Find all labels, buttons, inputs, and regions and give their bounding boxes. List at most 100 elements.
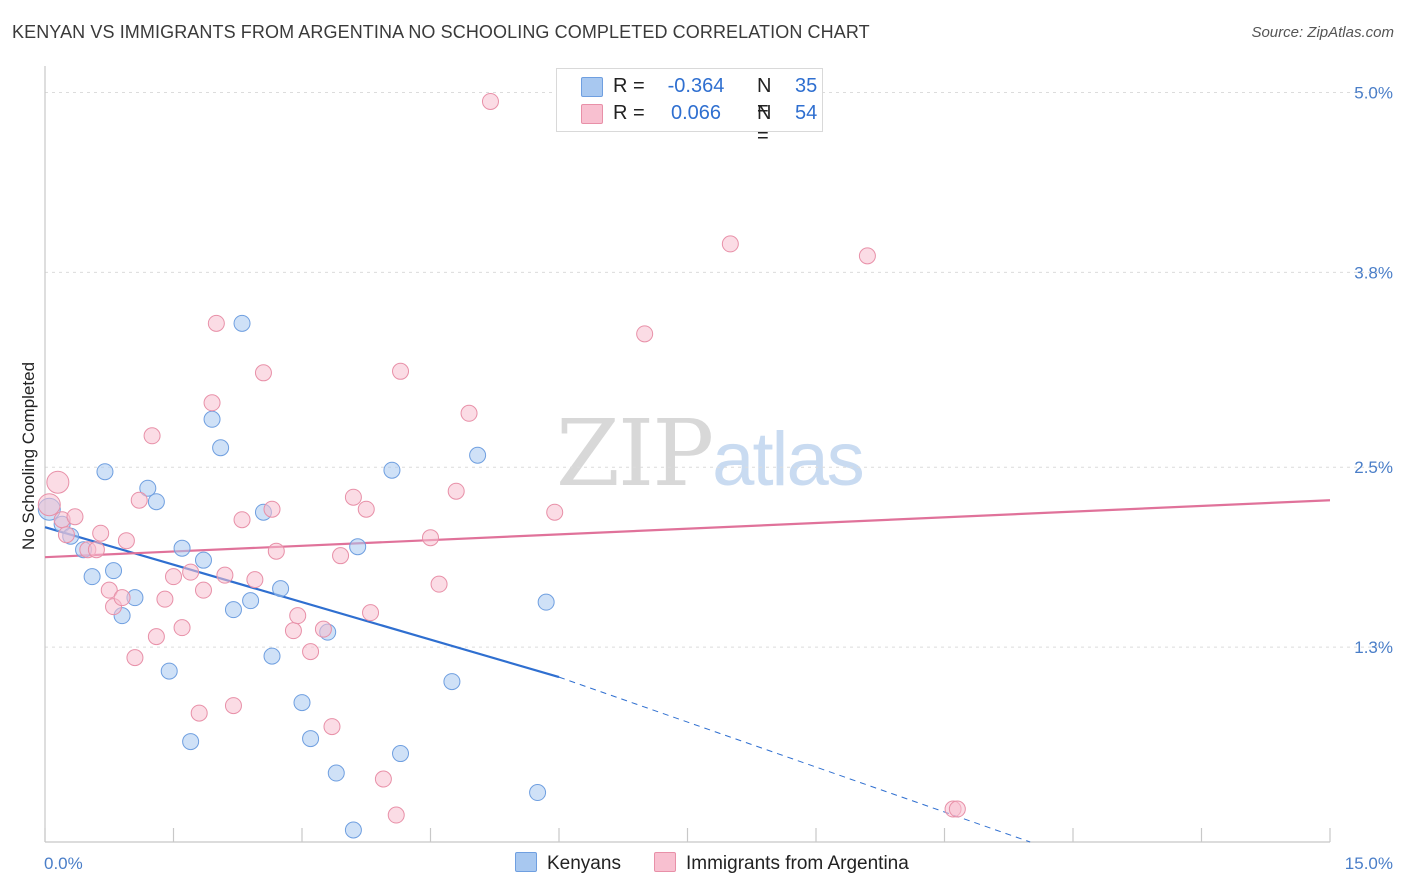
- trend-line: [44, 526, 560, 679]
- kenyans-point: [293, 694, 311, 712]
- kenyans-point: [469, 446, 487, 464]
- legend-swatch-argentina: [654, 852, 676, 872]
- argentina-point: [87, 541, 105, 559]
- tick-labels: 5.0% 3.8% 2.5% 1.3% 0.0% 15.0%: [44, 83, 1393, 873]
- argentina-point: [263, 500, 281, 518]
- legend-item-kenyans[interactable]: Kenyans: [515, 852, 621, 875]
- argentina-point: [182, 563, 200, 581]
- kenyans-point: [194, 551, 212, 569]
- legend-swatch-kenyans: [515, 852, 537, 872]
- argentina-point: [430, 575, 448, 593]
- argentina-point: [194, 581, 212, 599]
- argentina-point: [46, 470, 70, 494]
- correlation-legend: R = -0.364 N = 35 R = 0.066 N = 54: [556, 68, 823, 147]
- legend-label-kenyans: Kenyans: [547, 853, 621, 874]
- kenyans-point: [182, 733, 200, 751]
- kenyans-point: [392, 745, 410, 763]
- argentina-point: [216, 566, 234, 584]
- legend-n-value: 35: [795, 75, 818, 97]
- argentina-point: [332, 547, 350, 565]
- legend-r-value: -0.364: [667, 75, 725, 97]
- chart-title: KENYAN VS IMMIGRANTS FROM ARGENTINA NO S…: [12, 22, 870, 42]
- kenyans-point: [349, 538, 367, 556]
- y-tick-label: 5.0%: [1354, 83, 1393, 102]
- argentina-point: [302, 643, 320, 661]
- kenyans-point: [233, 314, 251, 332]
- series-legend: Kenyans Immigrants from Argentina: [0, 852, 1406, 878]
- watermark-atlas: atlas: [712, 417, 865, 502]
- argentina-point: [392, 362, 410, 380]
- argentina-point: [224, 697, 242, 715]
- legend-label-argentina: Immigrants from Argentina: [686, 853, 909, 874]
- argentina-point: [130, 491, 148, 509]
- kenyans-point: [160, 662, 178, 680]
- argentina-point: [447, 482, 465, 500]
- kenyans-point: [443, 673, 461, 691]
- argentina-point: [100, 581, 118, 599]
- watermark: ZIPatlas: [556, 400, 865, 507]
- argentina-point: [233, 511, 251, 529]
- kenyans-point: [147, 493, 165, 511]
- data-points: [37, 92, 966, 839]
- argentina-point: [143, 427, 161, 445]
- argentina-point: [117, 532, 135, 550]
- legend-r-value: 0.066: [670, 102, 722, 124]
- legend-item-argentina[interactable]: Immigrants from Argentina: [654, 852, 909, 875]
- argentina-point: [636, 325, 654, 343]
- x-tick-label: 0.0%: [44, 854, 83, 873]
- argentina-point: [314, 620, 332, 638]
- watermark-zip: ZIP: [556, 400, 714, 507]
- kenyans-point: [383, 461, 401, 479]
- legend-r-label: R =: [613, 75, 645, 97]
- source-label: Source: ZipAtlas.com: [1251, 24, 1394, 41]
- y-tick-label: 2.5%: [1354, 458, 1393, 477]
- kenyans-point: [263, 647, 281, 665]
- legend-swatch-argentina: [581, 104, 603, 124]
- argentina-point: [481, 92, 499, 110]
- y-axis-label: No Schooling Completed: [19, 362, 38, 550]
- argentina-point: [858, 247, 876, 265]
- argentina-point: [92, 524, 110, 542]
- y-tick-label: 1.3%: [1354, 638, 1393, 657]
- argentina-point: [948, 800, 966, 818]
- argentina-point: [374, 770, 392, 788]
- argentina-point: [546, 503, 564, 521]
- kenyans-point: [224, 601, 242, 619]
- kenyans-point: [242, 592, 260, 610]
- argentina-point: [387, 806, 405, 824]
- legend-swatch-kenyans: [581, 77, 603, 97]
- trend-lines: [44, 499, 1331, 843]
- argentina-point: [254, 364, 272, 382]
- argentina-point: [362, 604, 380, 622]
- legend-r-label: R =: [613, 102, 645, 124]
- kenyans-point: [302, 730, 320, 748]
- kenyans-point: [139, 479, 157, 497]
- argentina-point: [37, 493, 61, 517]
- argentina-point: [126, 649, 144, 667]
- argentina-point: [422, 529, 439, 547]
- kenyans-point: [96, 463, 114, 481]
- axes: [44, 66, 1331, 843]
- argentina-point: [165, 568, 182, 586]
- argentina-point: [57, 526, 75, 544]
- argentina-point: [357, 500, 375, 518]
- argentina-point: [323, 718, 341, 736]
- argentina-point: [246, 571, 264, 589]
- argentina-point: [156, 590, 174, 608]
- kenyans-point: [344, 821, 362, 839]
- kenyans-point: [173, 539, 191, 557]
- legend-n-label: N =: [757, 102, 772, 147]
- argentina-point: [289, 607, 307, 625]
- argentina-point: [344, 488, 362, 506]
- kenyans-point: [529, 784, 547, 802]
- argentina-point: [267, 542, 285, 560]
- argentina-point: [190, 704, 208, 722]
- argentina-point: [284, 622, 302, 640]
- argentina-point: [173, 619, 191, 637]
- argentina-point: [147, 628, 165, 646]
- kenyans-point: [83, 568, 101, 586]
- kenyans-point: [327, 764, 345, 782]
- kenyans-point: [105, 562, 123, 580]
- kenyans-point: [272, 580, 290, 598]
